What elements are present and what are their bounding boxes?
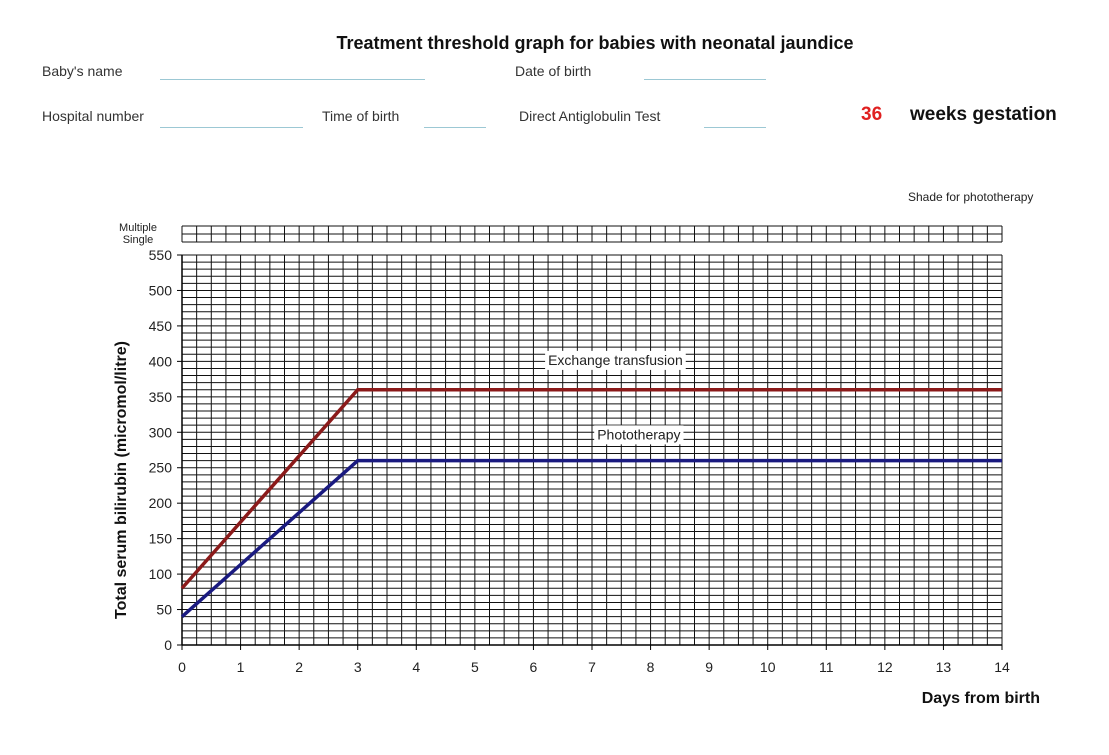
x-tick-label: 8 [647,659,655,675]
y-tick-label: 450 [149,318,173,334]
x-tick-label: 1 [237,659,245,675]
x-tick-label: 10 [760,659,776,675]
single-label: Single [122,234,154,246]
x-tick-label: 0 [178,659,186,675]
x-tick-label: 5 [471,659,479,675]
y-tick-label: 300 [149,424,173,440]
series-line-phototherapy [180,458,1002,618]
hospital-number-field[interactable] [160,127,303,128]
x-tick-label: 11 [819,659,834,675]
series-label: Phototherapy [597,426,680,442]
y-tick-labels: 0 50 100 150 200 250 300 350 400 450 500 550 [149,247,173,653]
phototherapy-shade-strip[interactable] [181,225,1003,243]
x-tick-label: 3 [354,659,362,675]
x-tick-label: 7 [588,659,596,675]
x-tick-label: 12 [877,659,893,675]
x-tick-labels: 0 1 2 3 4 5 6 7 8 9 10 11 12 13 14 [178,659,1010,675]
y-tick-label: 50 [156,602,172,618]
time-of-birth-field[interactable] [424,127,486,128]
x-tick-label: 9 [705,659,713,675]
y-tick-label: 0 [164,637,172,653]
dat-label: Direct Antiglobulin Test [519,108,661,124]
multiple-label: Multiple [119,222,157,234]
x-axis-label: Days from birth [922,690,1040,707]
chart-title: Treatment threshold graph for babies wit… [336,33,854,53]
baby-name-label: Baby's name [42,63,123,79]
baby-name-field[interactable] [160,79,425,80]
y-axis-label: Total serum bilirubin (micromol/litre) [113,341,130,619]
x-tick-label: 2 [295,659,303,675]
x-tick-label: 6 [530,659,538,675]
gestation-label: weeks gestation [910,104,1057,125]
y-tick-label: 550 [149,247,173,263]
time-of-birth-label: Time of birth [322,108,400,124]
series-line-exchange-transfusion [180,387,1002,590]
chart-axes [177,254,1003,650]
date-of-birth-label: Date of birth [515,63,592,79]
hospital-number-label: Hospital number [42,108,144,124]
gestation-weeks: 36 [861,104,883,125]
y-tick-label: 100 [149,566,173,582]
series-label: Exchange transfusion [548,352,683,368]
x-tick-label: 4 [412,659,420,675]
x-tick-label: 14 [994,659,1010,675]
chart-series [180,387,1002,618]
y-tick-label: 400 [149,353,173,369]
series-label-background [545,350,686,370]
y-tick-label: 250 [149,460,173,476]
y-tick-label: 350 [149,389,173,405]
date-of-birth-field[interactable] [644,79,766,80]
y-tick-label: 200 [149,495,173,511]
x-tick-label: 13 [936,659,952,675]
series-label-background [594,425,684,445]
y-tick-label: 500 [149,282,173,298]
dat-field[interactable] [704,127,766,128]
y-tick-label: 150 [149,531,173,547]
shade-for-phototherapy-label: Shade for phototherapy [908,190,1034,204]
series-labels: Exchange transfusion Phototherapy [545,350,686,445]
multiple-single-labels: Multiple Single [110,222,166,246]
